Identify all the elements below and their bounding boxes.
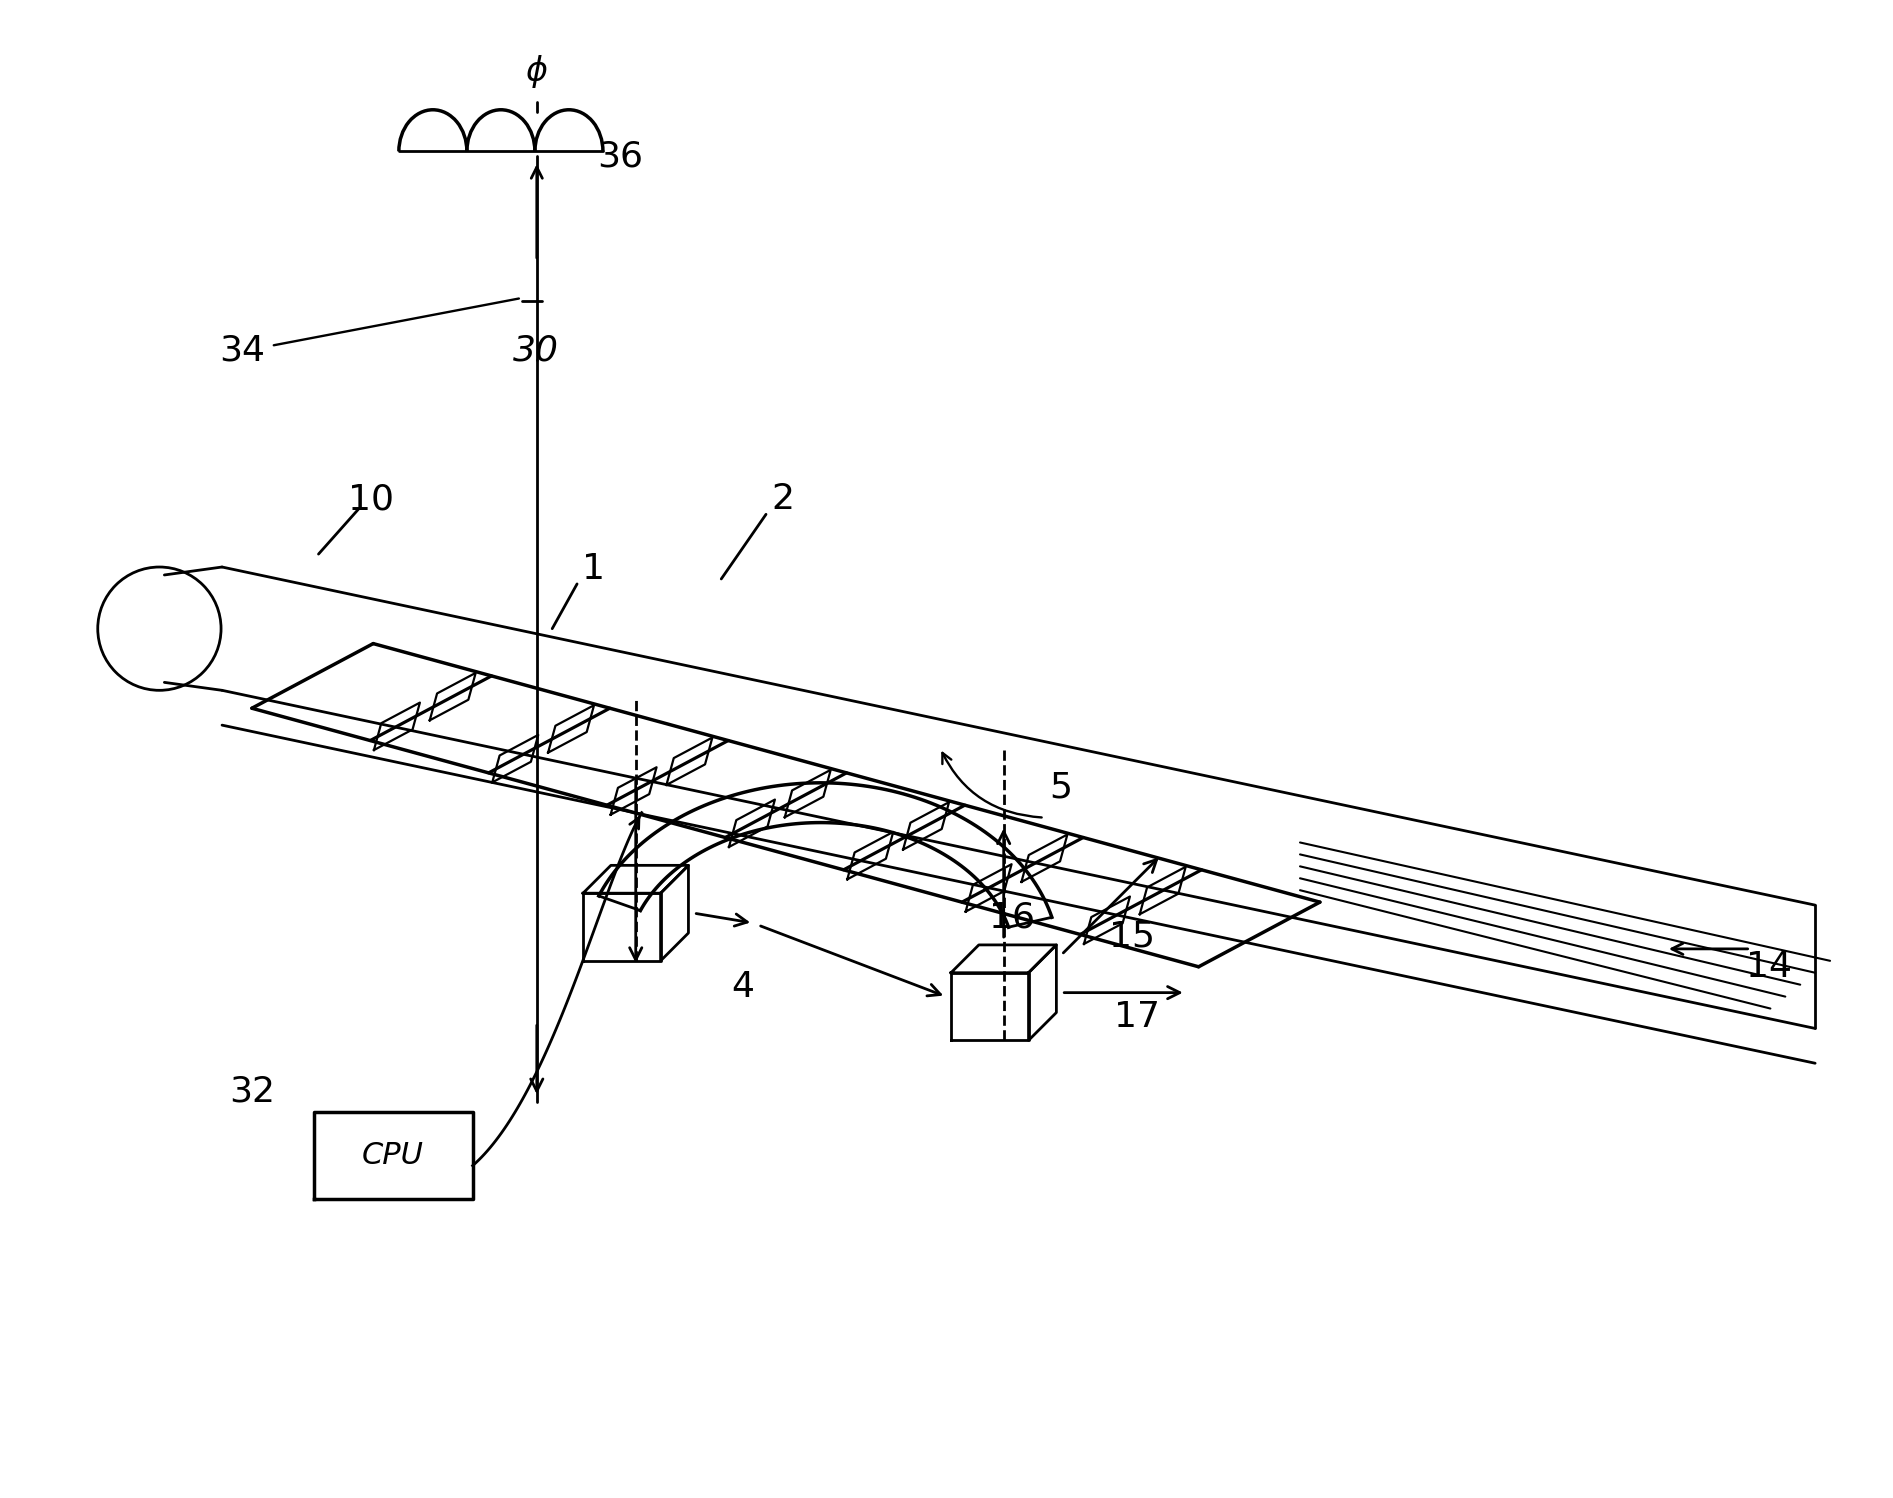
Text: $\phi$: $\phi$ — [526, 54, 549, 90]
Text: 5: 5 — [1049, 771, 1073, 804]
Text: 10: 10 — [348, 482, 394, 517]
Text: 17: 17 — [1115, 999, 1160, 1034]
Text: 16: 16 — [988, 900, 1035, 935]
Text: 14: 14 — [1745, 950, 1791, 984]
Text: 34: 34 — [220, 333, 265, 367]
Text: 2: 2 — [770, 482, 793, 517]
Text: 4: 4 — [731, 969, 753, 1004]
Text: 15: 15 — [1109, 920, 1155, 954]
Text: 36: 36 — [596, 139, 644, 174]
Text: 1: 1 — [581, 551, 606, 586]
Text: 30: 30 — [513, 333, 558, 367]
Text: CPU: CPU — [362, 1141, 424, 1170]
Text: 32: 32 — [229, 1074, 274, 1109]
